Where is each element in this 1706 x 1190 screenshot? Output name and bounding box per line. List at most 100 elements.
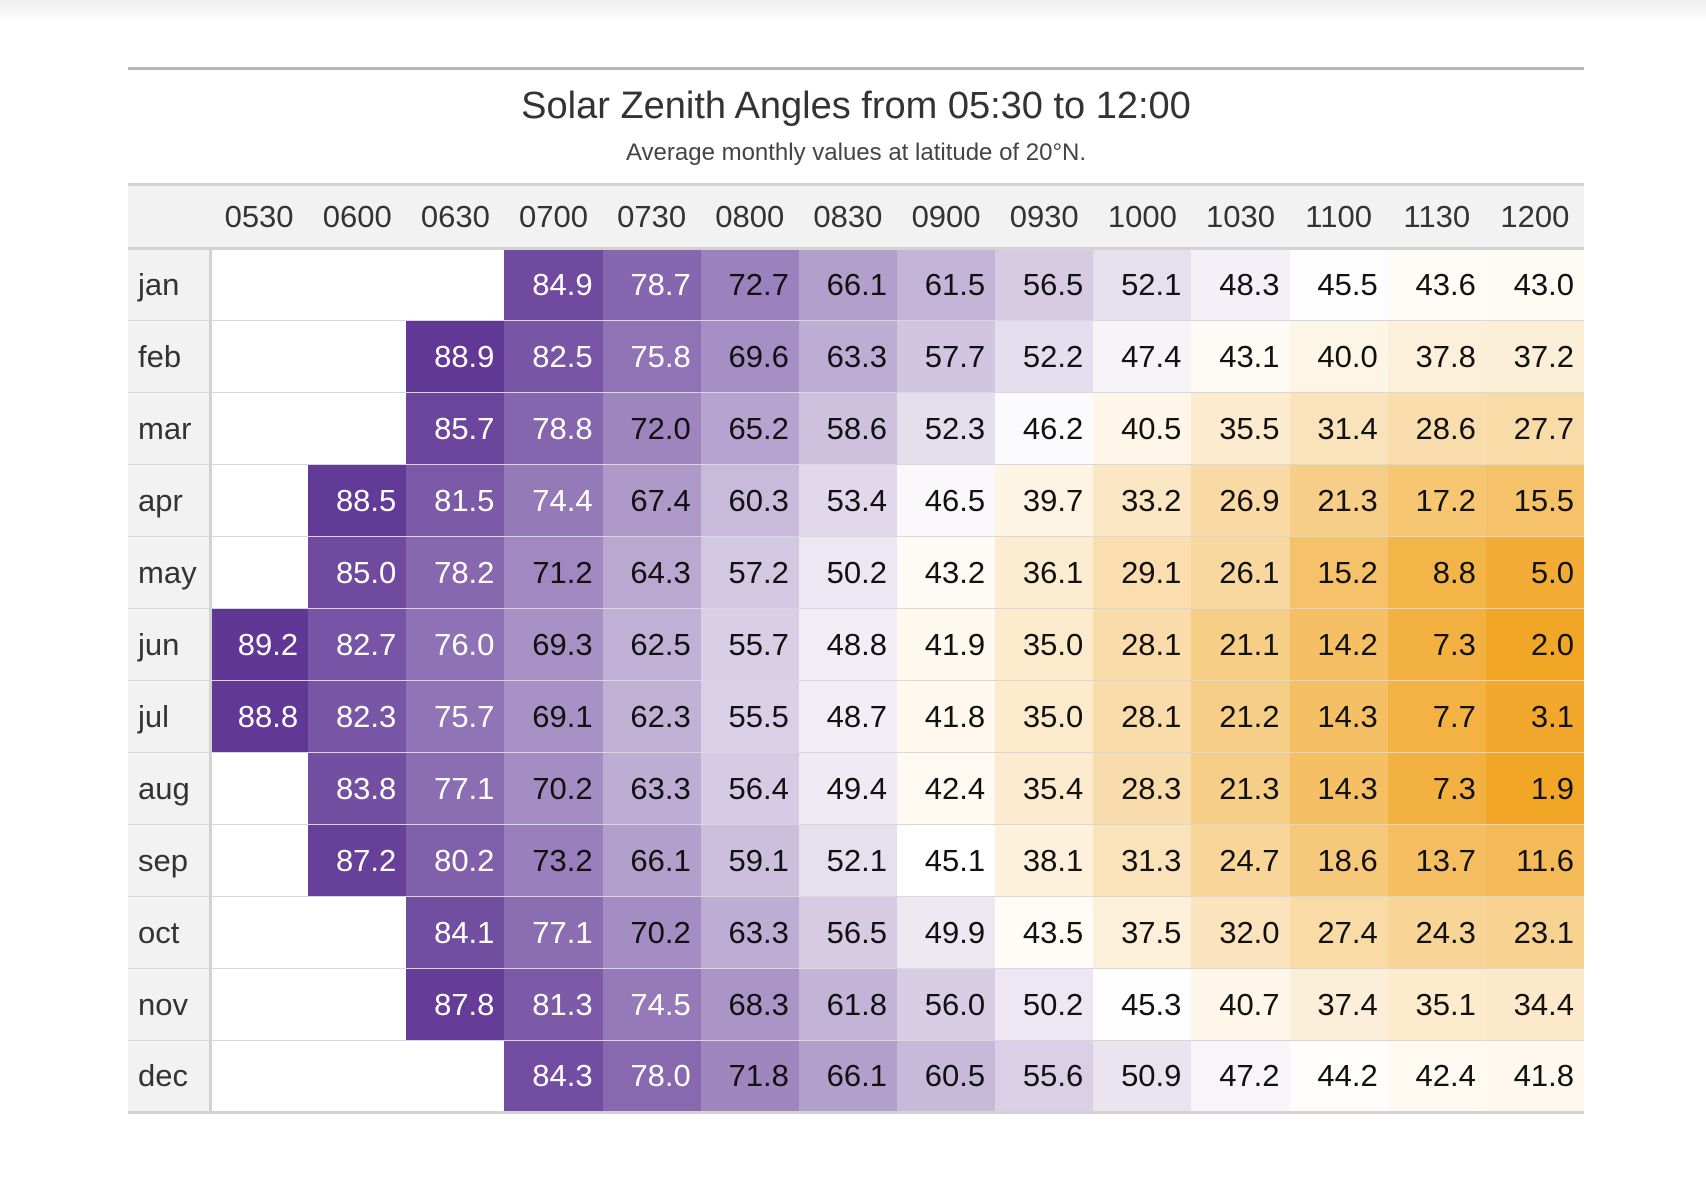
value-cell: 64.3 bbox=[602, 536, 701, 609]
value-cell: 21.3 bbox=[1191, 752, 1290, 825]
value-cell: 2.0 bbox=[1485, 608, 1584, 681]
value-cell: 15.2 bbox=[1289, 536, 1388, 609]
value-cell: 14.3 bbox=[1289, 752, 1388, 825]
row-label: oct bbox=[128, 896, 212, 969]
value-cell: 21.1 bbox=[1191, 608, 1290, 681]
value-cell: 52.1 bbox=[798, 824, 897, 897]
column-header: 0800 bbox=[700, 183, 799, 250]
value-cell: 61.8 bbox=[798, 968, 897, 1041]
value-cell: 35.0 bbox=[995, 680, 1094, 753]
row-label: mar bbox=[128, 392, 212, 465]
value-cell: 36.1 bbox=[995, 536, 1094, 609]
table-container: Solar Zenith Angles from 05:30 to 12:00 … bbox=[128, 67, 1584, 1114]
value-cell: 81.5 bbox=[406, 464, 505, 537]
table-row: apr 88.5 81.5 74.4 67.4 60.3 53.4 46.5 39.7 33.2 2… bbox=[128, 464, 1584, 537]
value-cell: 73.2 bbox=[504, 824, 603, 897]
row-label: aug bbox=[128, 752, 212, 825]
value-cell: 42.4 bbox=[1387, 1040, 1486, 1114]
table-row: sep 87.2 80.2 73.2 66.1 59.1 52.1 45.1 38.1 31.3 2… bbox=[128, 824, 1584, 897]
row-label: nov bbox=[128, 968, 212, 1041]
value-cell: 88.5 bbox=[308, 464, 407, 537]
table-row: may 85.0 78.2 71.2 64.3 57.2 50.2 43.2 36.1 29.1 2… bbox=[128, 536, 1584, 609]
top-fade-bar bbox=[0, 0, 1706, 22]
value-cell: 74.5 bbox=[602, 968, 701, 1041]
value-cell: 88.9 bbox=[406, 320, 505, 393]
table-row: mar 85.7 78.8 72.0 65.2 58.6 52.3 46.2 40.5 35.5 3… bbox=[128, 392, 1584, 465]
empty-cell bbox=[406, 1040, 505, 1114]
value-cell: 48.3 bbox=[1191, 248, 1290, 321]
value-cell: 43.2 bbox=[896, 536, 996, 609]
empty-cell bbox=[406, 248, 505, 321]
value-cell: 57.7 bbox=[896, 320, 996, 393]
value-cell: 15.5 bbox=[1485, 464, 1584, 537]
value-cell: 63.3 bbox=[700, 896, 799, 969]
value-cell: 41.8 bbox=[896, 680, 996, 753]
value-cell: 69.3 bbox=[504, 608, 603, 681]
empty-cell bbox=[210, 464, 309, 537]
value-cell: 87.2 bbox=[308, 824, 407, 897]
zenith-angle-table: 0530 0600 0630 0700 0730 0800 0830 0900 0930 1000… bbox=[128, 183, 1584, 1114]
value-cell: 41.8 bbox=[1485, 1040, 1584, 1114]
value-cell: 49.4 bbox=[798, 752, 897, 825]
value-cell: 50.9 bbox=[1093, 1040, 1192, 1114]
value-cell: 62.5 bbox=[602, 608, 701, 681]
row-label: jan bbox=[128, 248, 212, 321]
column-header: 0900 bbox=[896, 183, 996, 250]
value-cell: 85.7 bbox=[406, 392, 505, 465]
value-cell: 53.4 bbox=[798, 464, 897, 537]
value-cell: 45.5 bbox=[1289, 248, 1388, 321]
table-row: jul 88.8 82.3 75.7 69.1 62.3 55.5 48.7 41.8 35.0 2… bbox=[128, 680, 1584, 753]
row-label: apr bbox=[128, 464, 212, 537]
value-cell: 70.2 bbox=[504, 752, 603, 825]
value-cell: 37.4 bbox=[1289, 968, 1388, 1041]
value-cell: 27.4 bbox=[1289, 896, 1388, 969]
value-cell: 78.2 bbox=[406, 536, 505, 609]
value-cell: 83.8 bbox=[308, 752, 407, 825]
value-cell: 31.4 bbox=[1289, 392, 1388, 465]
value-cell: 3.1 bbox=[1485, 680, 1584, 753]
value-cell: 66.1 bbox=[798, 1040, 897, 1114]
table-row: aug 83.8 77.1 70.2 63.3 56.4 49.4 42.4 35.4 28.3 2… bbox=[128, 752, 1584, 825]
column-header: 0830 bbox=[798, 183, 897, 250]
value-cell: 84.1 bbox=[406, 896, 505, 969]
value-cell: 21.2 bbox=[1191, 680, 1290, 753]
value-cell: 46.5 bbox=[896, 464, 996, 537]
value-cell: 46.2 bbox=[995, 392, 1094, 465]
value-cell: 45.1 bbox=[896, 824, 996, 897]
value-cell: 17.2 bbox=[1387, 464, 1486, 537]
value-cell: 34.4 bbox=[1485, 968, 1584, 1041]
value-cell: 50.2 bbox=[798, 536, 897, 609]
value-cell: 27.7 bbox=[1485, 392, 1584, 465]
value-cell: 78.0 bbox=[602, 1040, 701, 1114]
value-cell: 21.3 bbox=[1289, 464, 1388, 537]
value-cell: 43.0 bbox=[1485, 248, 1584, 321]
value-cell: 56.4 bbox=[700, 752, 799, 825]
value-cell: 28.3 bbox=[1093, 752, 1192, 825]
value-cell: 80.2 bbox=[406, 824, 505, 897]
value-cell: 49.9 bbox=[896, 896, 996, 969]
value-cell: 77.1 bbox=[504, 896, 603, 969]
value-cell: 60.3 bbox=[700, 464, 799, 537]
value-cell: 56.5 bbox=[798, 896, 897, 969]
value-cell: 14.3 bbox=[1289, 680, 1388, 753]
value-cell: 50.2 bbox=[995, 968, 1094, 1041]
value-cell: 29.1 bbox=[1093, 536, 1192, 609]
value-cell: 72.7 bbox=[700, 248, 799, 321]
value-cell: 58.6 bbox=[798, 392, 897, 465]
value-cell: 71.2 bbox=[504, 536, 603, 609]
value-cell: 57.2 bbox=[700, 536, 799, 609]
column-header: 0530 bbox=[210, 183, 309, 250]
value-cell: 28.1 bbox=[1093, 608, 1192, 681]
value-cell: 60.5 bbox=[896, 1040, 996, 1114]
value-cell: 37.8 bbox=[1387, 320, 1486, 393]
value-cell: 33.2 bbox=[1093, 464, 1192, 537]
value-cell: 77.1 bbox=[406, 752, 505, 825]
value-cell: 26.1 bbox=[1191, 536, 1290, 609]
row-label: feb bbox=[128, 320, 212, 393]
value-cell: 47.2 bbox=[1191, 1040, 1290, 1114]
value-cell: 69.6 bbox=[700, 320, 799, 393]
empty-cell bbox=[308, 896, 407, 969]
value-cell: 71.8 bbox=[700, 1040, 799, 1114]
value-cell: 55.5 bbox=[700, 680, 799, 753]
value-cell: 44.2 bbox=[1289, 1040, 1388, 1114]
